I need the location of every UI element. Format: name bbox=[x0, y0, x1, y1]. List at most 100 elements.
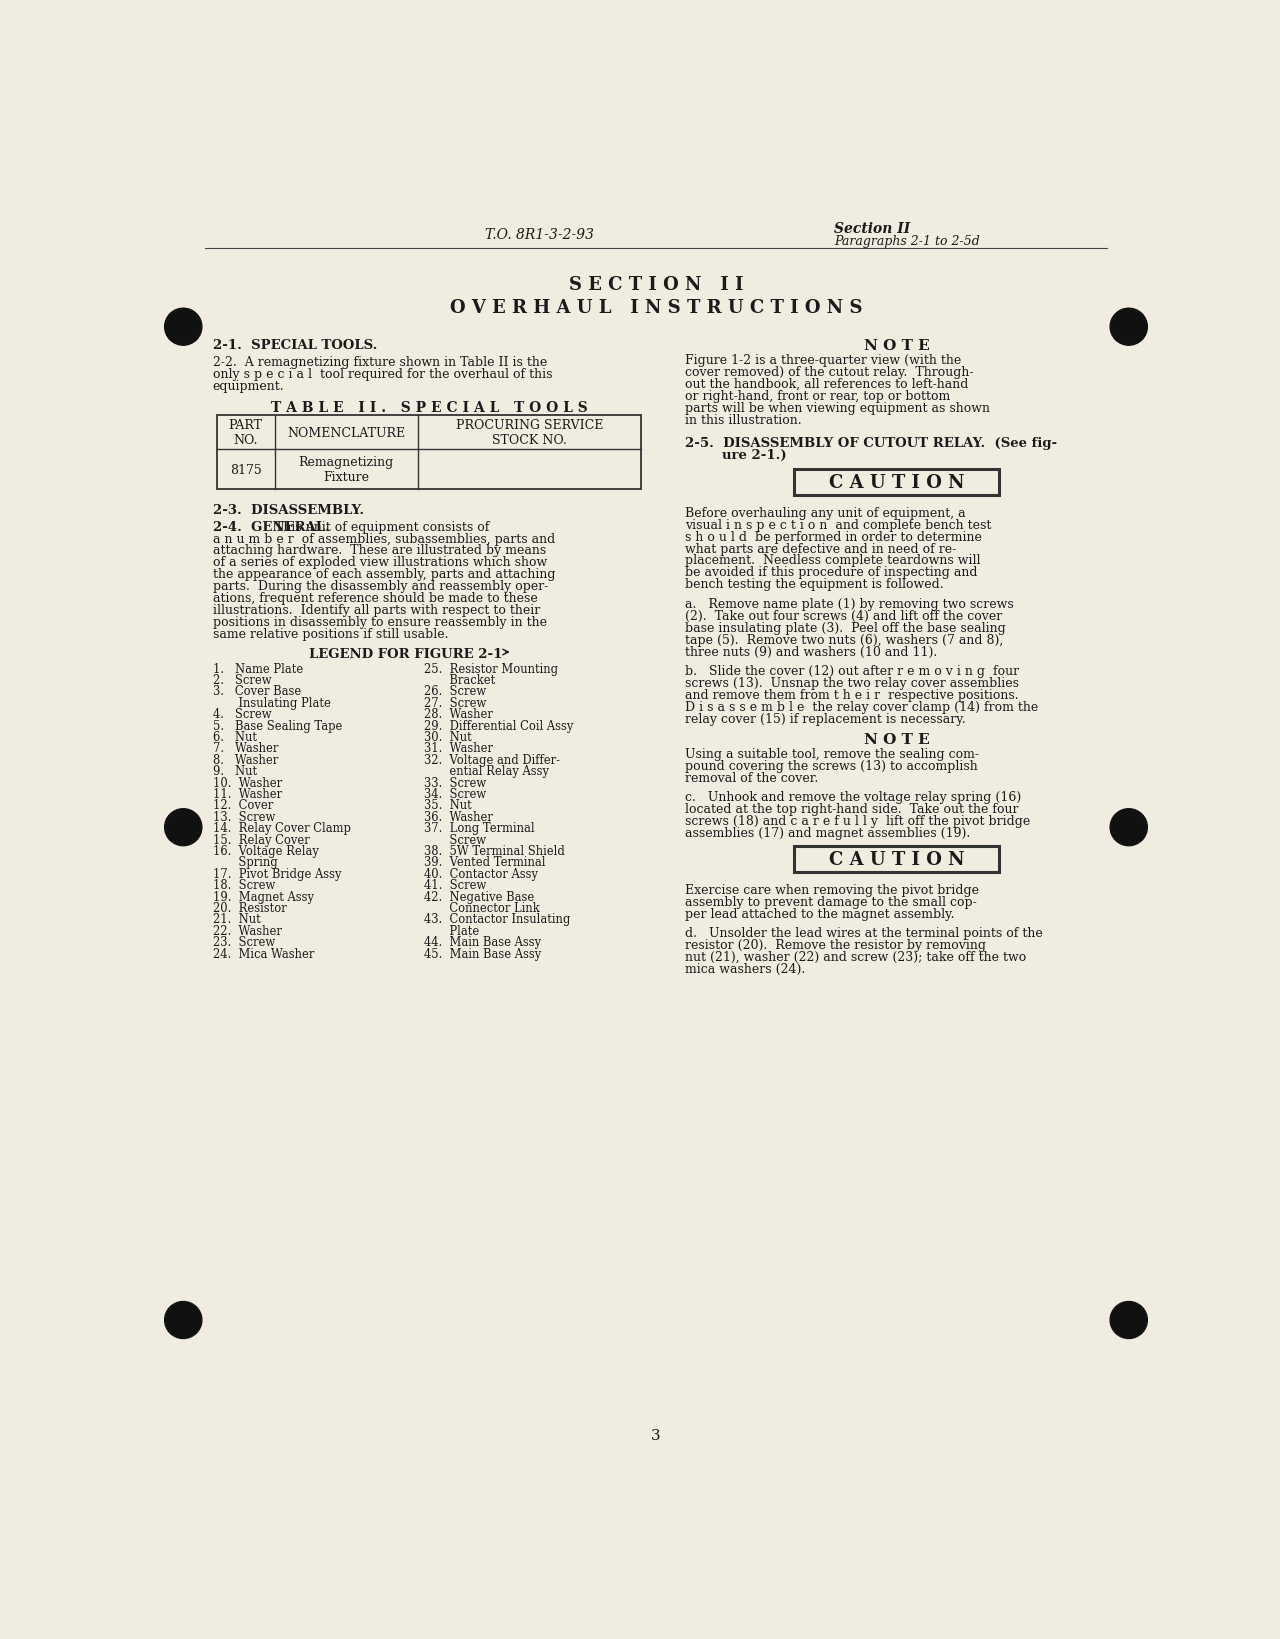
Text: 12.  Cover: 12. Cover bbox=[212, 798, 273, 811]
Text: 18.  Screw: 18. Screw bbox=[212, 879, 275, 892]
Text: 19.  Magnet Assy: 19. Magnet Assy bbox=[212, 890, 314, 903]
Text: parts.  During the disassembly and reassembly oper-: parts. During the disassembly and reasse… bbox=[212, 580, 548, 593]
Text: 2-4.  GENERAL.: 2-4. GENERAL. bbox=[212, 520, 329, 533]
Text: placement.  Needless complete teardowns will: placement. Needless complete teardowns w… bbox=[686, 554, 980, 567]
Text: 44.  Main Base Assy: 44. Main Base Assy bbox=[424, 936, 540, 949]
Text: attaching hardware.  These are illustrated by means: attaching hardware. These are illustrate… bbox=[212, 544, 547, 557]
Bar bbox=[216, 416, 641, 490]
Text: Insulating Plate: Insulating Plate bbox=[212, 697, 330, 710]
Text: 7.   Washer: 7. Washer bbox=[212, 742, 278, 756]
Circle shape bbox=[1110, 810, 1147, 846]
Text: C A U T I O N: C A U T I O N bbox=[829, 474, 964, 492]
Text: 33.  Screw: 33. Screw bbox=[424, 777, 485, 788]
Text: 10.  Washer: 10. Washer bbox=[212, 777, 282, 788]
Bar bbox=[794, 846, 1000, 872]
Text: 8175: 8175 bbox=[230, 464, 261, 477]
Text: 2-5.  DISASSEMBLY OF CUTOUT RELAY.  (See fig-: 2-5. DISASSEMBLY OF CUTOUT RELAY. (See f… bbox=[686, 436, 1057, 449]
Text: 1.   Name Plate: 1. Name Plate bbox=[212, 662, 303, 675]
Text: ure 2-1.): ure 2-1.) bbox=[686, 449, 787, 461]
Circle shape bbox=[1110, 1301, 1147, 1339]
Text: Spring: Spring bbox=[212, 856, 278, 869]
Text: Using a suitable tool, remove the sealing com-: Using a suitable tool, remove the sealin… bbox=[686, 747, 979, 760]
Text: of a series of exploded view illustrations which show: of a series of exploded view illustratio… bbox=[212, 556, 547, 569]
Text: same relative positions if still usable.: same relative positions if still usable. bbox=[212, 628, 448, 641]
Text: per lead attached to the magnet assembly.: per lead attached to the magnet assembly… bbox=[686, 906, 955, 919]
Text: 40.  Contactor Assy: 40. Contactor Assy bbox=[424, 867, 538, 880]
Text: 30.  Nut: 30. Nut bbox=[424, 731, 471, 744]
Text: 23.  Screw: 23. Screw bbox=[212, 936, 275, 949]
Text: T A B L E   I I .   S P E C I A L   T O O L S: T A B L E I I . S P E C I A L T O O L S bbox=[270, 400, 588, 415]
Text: 6.   Nut: 6. Nut bbox=[212, 731, 257, 744]
Text: ations, frequent reference should be made to these: ations, frequent reference should be mad… bbox=[212, 592, 538, 605]
Text: located at the top right-hand side.  Take out the four: located at the top right-hand side. Take… bbox=[686, 803, 1019, 816]
Text: mica washers (24).: mica washers (24). bbox=[686, 962, 805, 975]
Text: 3: 3 bbox=[652, 1429, 660, 1442]
Text: T.O. 8R1-3-2-93: T.O. 8R1-3-2-93 bbox=[485, 228, 594, 243]
Text: resistor (20).  Remove the resistor by removing: resistor (20). Remove the resistor by re… bbox=[686, 939, 987, 952]
Text: d.   Unsolder the lead wires at the terminal points of the: d. Unsolder the lead wires at the termin… bbox=[686, 926, 1043, 939]
Text: in this illustration.: in this illustration. bbox=[686, 413, 803, 426]
Text: b.   Slide the cover (12) out after r e m o v i n g  four: b. Slide the cover (12) out after r e m … bbox=[686, 665, 1020, 679]
Text: 39.  Vented Terminal: 39. Vented Terminal bbox=[424, 856, 545, 869]
Text: 27.  Screw: 27. Screw bbox=[424, 697, 486, 710]
Text: Screw: Screw bbox=[424, 833, 485, 846]
Text: 11.  Washer: 11. Washer bbox=[212, 787, 282, 800]
Circle shape bbox=[165, 810, 202, 846]
Text: s h o u l d  be performed in order to determine: s h o u l d be performed in order to det… bbox=[686, 531, 982, 543]
Text: screws (13).  Unsnap the two relay cover assemblies: screws (13). Unsnap the two relay cover … bbox=[686, 677, 1019, 690]
Text: 2.   Screw: 2. Screw bbox=[212, 674, 271, 687]
Text: 42.  Negative Base: 42. Negative Base bbox=[424, 890, 534, 903]
Text: c.   Unhook and remove the voltage relay spring (16): c. Unhook and remove the voltage relay s… bbox=[686, 790, 1021, 803]
Text: 2-1.  SPECIAL TOOLS.: 2-1. SPECIAL TOOLS. bbox=[212, 339, 378, 352]
Text: 8.   Washer: 8. Washer bbox=[212, 754, 278, 767]
Text: C A U T I O N: C A U T I O N bbox=[829, 851, 964, 869]
Text: pound covering the screws (13) to accomplish: pound covering the screws (13) to accomp… bbox=[686, 759, 978, 772]
Text: base insulating plate (3).  Peel off the base sealing: base insulating plate (3). Peel off the … bbox=[686, 621, 1006, 634]
Text: Remagnetizing
Fixture: Remagnetizing Fixture bbox=[298, 456, 394, 484]
Text: a.   Remove name plate (1) by removing two screws: a. Remove name plate (1) by removing two… bbox=[686, 598, 1014, 611]
Text: 41.  Screw: 41. Screw bbox=[424, 879, 486, 892]
Text: three nuts (9) and washers (10 and 11).: three nuts (9) and washers (10 and 11). bbox=[686, 646, 938, 659]
Text: relay cover (15) if replacement is necessary.: relay cover (15) if replacement is neces… bbox=[686, 713, 966, 726]
Text: D i s a s s e m b l e  the relay cover clamp (14) from the: D i s a s s e m b l e the relay cover cl… bbox=[686, 701, 1038, 713]
Circle shape bbox=[165, 1301, 202, 1339]
Text: positions in disassembly to ensure reassembly in the: positions in disassembly to ensure reass… bbox=[212, 616, 547, 629]
Text: N O T E: N O T E bbox=[864, 339, 929, 352]
Text: or right-hand, front or rear, top or bottom: or right-hand, front or rear, top or bot… bbox=[686, 390, 951, 403]
Text: S E C T I O N   I I: S E C T I O N I I bbox=[568, 277, 744, 293]
Text: 32.  Voltage and Differ-: 32. Voltage and Differ- bbox=[424, 754, 559, 767]
Text: PROCURING SERVICE
STOCK NO.: PROCURING SERVICE STOCK NO. bbox=[456, 420, 603, 447]
Text: ential Relay Assy: ential Relay Assy bbox=[424, 765, 549, 779]
Text: 31.  Washer: 31. Washer bbox=[424, 742, 493, 756]
Text: out the handbook, all references to left-hand: out the handbook, all references to left… bbox=[686, 379, 969, 390]
Text: 5.   Base Sealing Tape: 5. Base Sealing Tape bbox=[212, 720, 342, 733]
Text: Exercise care when removing the pivot bridge: Exercise care when removing the pivot br… bbox=[686, 883, 979, 897]
Text: 24.  Mica Washer: 24. Mica Washer bbox=[212, 947, 314, 960]
Text: the appearance of each assembly, parts and attaching: the appearance of each assembly, parts a… bbox=[212, 569, 556, 580]
Text: bench testing the equipment is followed.: bench testing the equipment is followed. bbox=[686, 579, 945, 592]
Text: assembly to prevent damage to the small cop-: assembly to prevent damage to the small … bbox=[686, 895, 977, 908]
Text: 20.  Resistor: 20. Resistor bbox=[212, 901, 287, 915]
Text: 22.  Washer: 22. Washer bbox=[212, 924, 282, 938]
Text: and remove them from t h e i r  respective positions.: and remove them from t h e i r respectiv… bbox=[686, 688, 1019, 701]
Text: 13.  Screw: 13. Screw bbox=[212, 810, 275, 823]
Text: a n u m b e r  of assemblies, subassemblies, parts and: a n u m b e r of assemblies, subassembli… bbox=[212, 533, 556, 546]
Text: 28.  Washer: 28. Washer bbox=[424, 708, 493, 721]
Text: 17.  Pivot Bridge Assy: 17. Pivot Bridge Assy bbox=[212, 867, 342, 880]
Text: assemblies (17) and magnet assemblies (19).: assemblies (17) and magnet assemblies (1… bbox=[686, 826, 970, 839]
Text: PART
NO.: PART NO. bbox=[229, 420, 262, 447]
Text: 25.  Resistor Mounting: 25. Resistor Mounting bbox=[424, 662, 558, 675]
Text: 4.   Screw: 4. Screw bbox=[212, 708, 271, 721]
Text: (2).  Take out four screws (4) and lift off the cover: (2). Take out four screws (4) and lift o… bbox=[686, 610, 1002, 623]
Text: O V E R H A U L   I N S T R U C T I O N S: O V E R H A U L I N S T R U C T I O N S bbox=[449, 300, 863, 318]
Text: Paragraphs 2-1 to 2-5d: Paragraphs 2-1 to 2-5d bbox=[835, 234, 980, 247]
Circle shape bbox=[1110, 310, 1147, 346]
Text: 38.  5W Terminal Shield: 38. 5W Terminal Shield bbox=[424, 844, 564, 857]
Text: 3.   Cover Base: 3. Cover Base bbox=[212, 685, 301, 698]
Text: equipment.: equipment. bbox=[212, 380, 284, 392]
Text: be avoided if this procedure of inspecting and: be avoided if this procedure of inspecti… bbox=[686, 565, 978, 579]
Text: cover removed) of the cutout relay.  Through-: cover removed) of the cutout relay. Thro… bbox=[686, 365, 974, 379]
Text: 16.  Voltage Relay: 16. Voltage Relay bbox=[212, 844, 319, 857]
Text: 26.  Screw: 26. Screw bbox=[424, 685, 485, 698]
Text: 37.  Long Terminal: 37. Long Terminal bbox=[424, 821, 534, 834]
